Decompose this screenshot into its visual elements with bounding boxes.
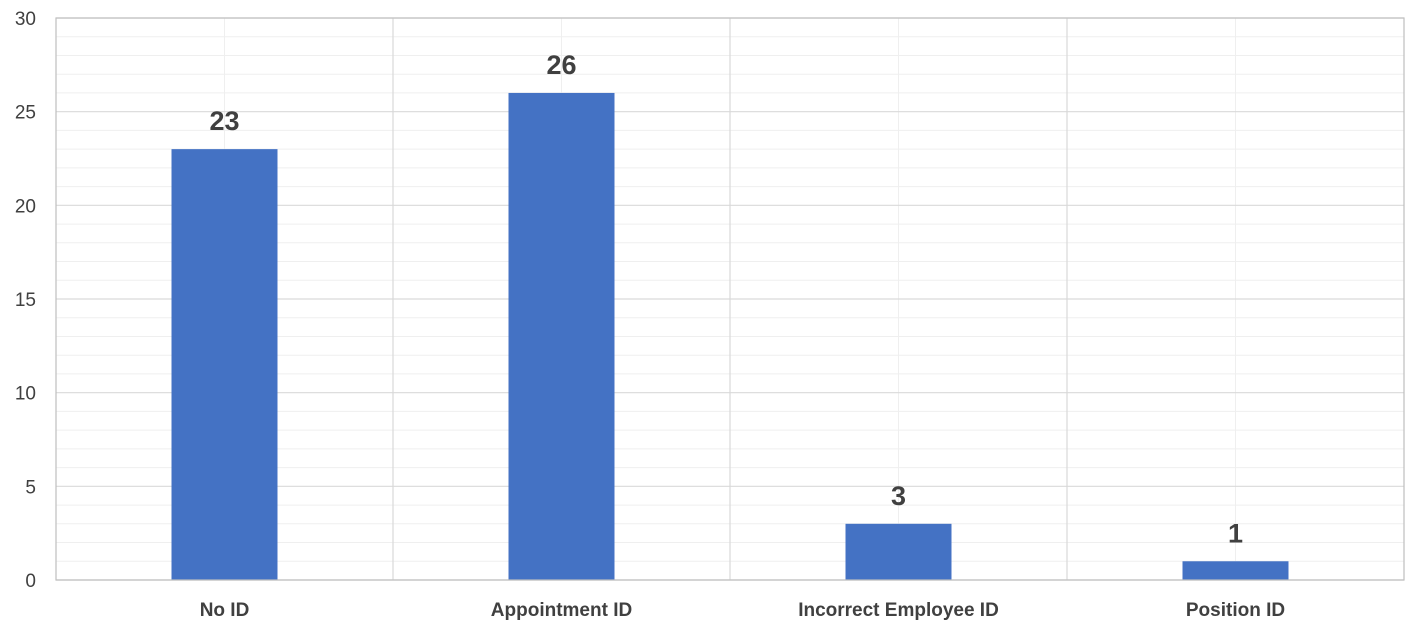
x-category-label: Appointment ID xyxy=(491,600,632,621)
bar xyxy=(845,523,952,580)
bar-value-label: 23 xyxy=(209,106,239,136)
y-tick-label: 30 xyxy=(15,9,36,30)
bar xyxy=(1182,561,1289,580)
y-tick-label: 15 xyxy=(15,290,36,311)
plot-frame xyxy=(55,17,1405,581)
bar-series xyxy=(171,92,1289,580)
plot-border xyxy=(55,17,1405,581)
bar xyxy=(171,149,278,580)
bar-data-labels: 23 26 3 1 xyxy=(209,50,1243,548)
y-axis-tick-labels: 0 5 10 15 20 25 30 xyxy=(15,9,36,592)
bar-value-label: 3 xyxy=(891,481,906,511)
bar-value-label: 26 xyxy=(546,50,576,80)
y-tick-label: 20 xyxy=(15,196,36,217)
y-tick-label: 0 xyxy=(25,571,36,592)
category-separators xyxy=(392,18,1068,580)
x-axis-category-labels: No ID Appointment ID Incorrect Employee ID… xyxy=(200,600,1285,621)
y-tick-label: 10 xyxy=(15,384,36,405)
x-category-label: Position ID xyxy=(1186,600,1285,621)
x-category-label: No ID xyxy=(200,600,250,621)
bar xyxy=(508,92,615,580)
bar-value-label: 1 xyxy=(1228,518,1243,548)
y-tick-label: 25 xyxy=(15,103,36,124)
x-category-label: Incorrect Employee ID xyxy=(798,600,999,621)
y-tick-label: 5 xyxy=(25,477,36,498)
